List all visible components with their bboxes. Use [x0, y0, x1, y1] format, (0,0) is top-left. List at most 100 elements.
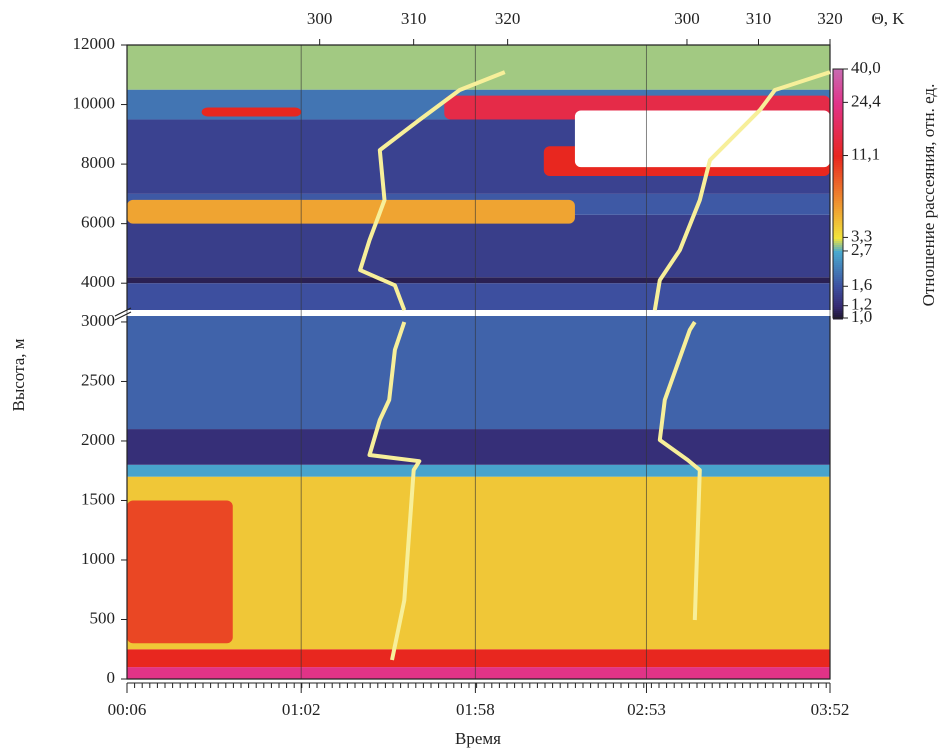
colorbar-cell	[833, 83, 843, 86]
heatmap-layer	[127, 476, 830, 650]
colorbar-cell	[833, 201, 843, 204]
colorbar-cell	[833, 135, 843, 138]
colorbar-cell	[833, 141, 843, 144]
colorbar-cell	[833, 197, 843, 200]
colorbar-tick-label: 1,0	[851, 307, 872, 326]
colorbar-tick-label: 3,3	[851, 226, 872, 245]
colorbar-cell	[833, 253, 843, 256]
colorbar-cell	[833, 223, 843, 226]
colorbar-cell	[833, 115, 843, 118]
colorbar-cell	[833, 195, 843, 198]
colorbar-cell	[833, 279, 843, 282]
colorbar-cell	[833, 251, 843, 254]
theta-profile	[358, 70, 506, 661]
colorbar-cell	[833, 311, 843, 314]
heatmap-layer	[127, 649, 830, 668]
colorbar-cell	[833, 171, 843, 174]
colorbar-cell	[833, 169, 843, 172]
colorbar-cell	[833, 145, 843, 148]
colorbar-cell	[833, 103, 843, 106]
colorbar-cell	[833, 133, 843, 136]
heatmap-layer	[127, 316, 830, 430]
axis-line	[126, 44, 831, 680]
colorbar-cell	[833, 179, 843, 182]
colorbar-cell	[833, 275, 843, 278]
colorbar-cell	[833, 269, 843, 272]
colorbar-tick-label: 11,1	[851, 144, 880, 163]
colorbar-cell	[833, 307, 843, 310]
colorbar-cell	[833, 183, 843, 186]
colorbar-tick-label: 1,2	[851, 295, 872, 314]
colorbar-cell	[833, 277, 843, 280]
colorbar-cell	[833, 187, 843, 190]
colorbar-cell	[833, 255, 843, 258]
colorbar-cell	[833, 265, 843, 268]
colorbar-cell	[833, 95, 843, 98]
colorbar-cell	[833, 163, 843, 166]
colorbar-cell	[833, 263, 843, 266]
x-tick-label: 00:06	[108, 700, 147, 719]
y-tick-label: 1000	[81, 549, 115, 568]
y-axis-title: Высота, м	[9, 338, 28, 411]
colorbar-cell	[833, 185, 843, 188]
x-tick-label: 02:53	[627, 700, 666, 719]
colorbar-cell	[833, 315, 843, 318]
colorbar-title: Отношение рассеяния, отн. ед.	[919, 84, 938, 307]
y-tick-label: 500	[90, 608, 116, 627]
colorbar-cell	[833, 85, 843, 88]
colorbar-cell	[833, 261, 843, 264]
colorbar-cell	[833, 309, 843, 312]
colorbar-cell	[833, 73, 843, 76]
heatmap-patch	[201, 107, 302, 117]
colorbar-cell	[833, 167, 843, 170]
colorbar-cell	[833, 157, 843, 160]
colorbar-cell	[833, 285, 843, 288]
colorbar-cell	[833, 161, 843, 164]
colorbar-cell	[833, 203, 843, 206]
colorbar-cell	[833, 119, 843, 122]
axis-break	[126, 310, 831, 316]
colorbar-cell	[833, 229, 843, 232]
colorbar-cell	[833, 89, 843, 92]
colorbar-cell	[833, 79, 843, 82]
colorbar-cell	[833, 287, 843, 290]
colorbar-cell	[833, 271, 843, 274]
colorbar-cell	[833, 191, 843, 194]
colorbar-cell	[833, 159, 843, 162]
colorbar-cell	[833, 101, 843, 104]
colorbar-cell	[833, 257, 843, 260]
theta-tick-label: 310	[746, 9, 772, 28]
colorbar-cell	[833, 81, 843, 84]
y-tick-label: 1500	[81, 489, 115, 508]
x-axis-title: Время	[455, 729, 501, 748]
colorbar-cell	[833, 75, 843, 78]
heatmap-patch	[127, 199, 575, 224]
colorbar-cell	[833, 143, 843, 146]
colorbar-cell	[833, 113, 843, 116]
colorbar-tick-label: 2,7	[851, 240, 873, 259]
heatmap-layer	[127, 667, 830, 679]
colorbar-cell	[833, 301, 843, 304]
y-tick-label: 2500	[81, 370, 115, 389]
colorbar-cell	[833, 215, 843, 218]
heatmap-patch	[127, 500, 233, 644]
colorbar-cell	[833, 93, 843, 96]
colorbar-cell	[833, 227, 843, 230]
colorbar-cell	[833, 131, 843, 134]
colorbar-cell	[833, 151, 843, 154]
colorbar-cell	[833, 105, 843, 108]
x-tick-label: 01:58	[456, 700, 495, 719]
colorbar-cell	[833, 165, 843, 168]
colorbar-cell	[833, 71, 843, 74]
colorbar-tick-label: 1,6	[851, 275, 872, 294]
theta-profile	[652, 70, 831, 621]
theta-tick-label: 320	[495, 9, 521, 28]
colorbar-cell	[833, 127, 843, 130]
colorbar-cell	[833, 293, 843, 296]
colorbar-cell	[833, 219, 843, 222]
theta-tick-label: 310	[401, 9, 427, 28]
colorbar-cell	[833, 281, 843, 284]
colorbar-cell	[833, 177, 843, 180]
